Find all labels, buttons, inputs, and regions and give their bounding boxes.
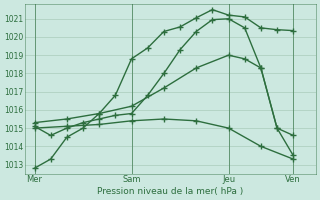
X-axis label: Pression niveau de la mer( hPa ): Pression niveau de la mer( hPa ) bbox=[97, 187, 244, 196]
